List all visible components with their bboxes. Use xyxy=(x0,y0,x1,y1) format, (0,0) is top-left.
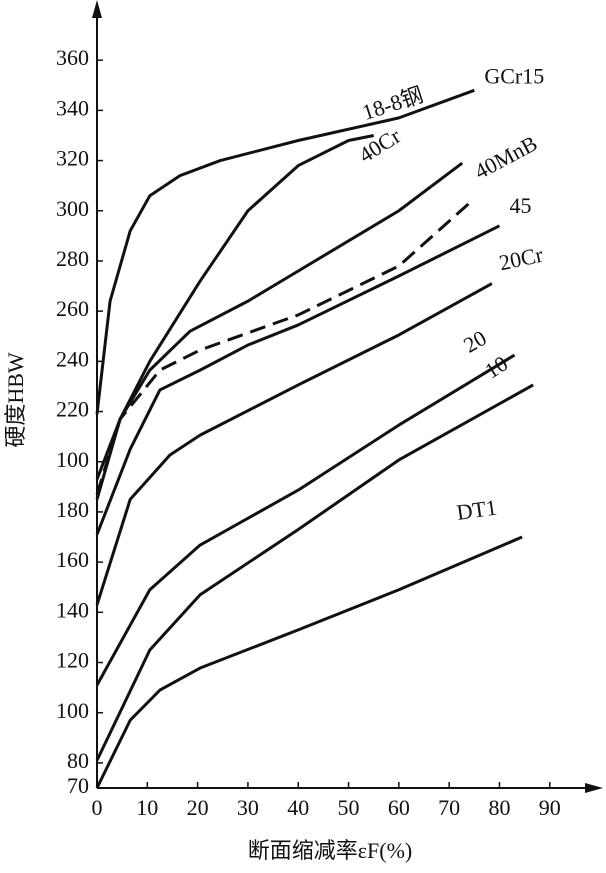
line xyxy=(95,133,374,500)
series-label: 10 xyxy=(480,351,512,384)
y-tick-label: 300 xyxy=(56,196,89,221)
y-tick-label: 260 xyxy=(56,296,89,321)
series-label: GCr15 xyxy=(484,63,544,88)
y-tick-label: 140 xyxy=(56,597,89,622)
y-tick-label: 160 xyxy=(56,547,89,572)
series-label: DT1 xyxy=(455,495,498,525)
series-label: 45 xyxy=(509,193,531,218)
x-tick-label: 10 xyxy=(136,795,158,820)
x-tick-label: 80 xyxy=(488,795,510,820)
y-tick-label: 80 xyxy=(67,748,89,773)
line xyxy=(95,383,534,762)
y-tick-label: 280 xyxy=(56,246,89,271)
y-tick-label: 120 xyxy=(56,648,89,673)
x-tick-label: 40 xyxy=(287,795,309,820)
line xyxy=(95,224,501,536)
y-tick-label: 180 xyxy=(56,497,89,522)
x-tick-label: 50 xyxy=(338,795,360,820)
x-tick-label: 30 xyxy=(237,795,259,820)
y-tick-label: 360 xyxy=(56,45,89,70)
y-axis-arrow xyxy=(92,0,102,18)
x-tick-label: 20 xyxy=(187,795,209,820)
y-tick-label: 220 xyxy=(56,397,89,422)
x-axis-title: 断面缩减率εF(%) xyxy=(248,838,412,863)
x-tick-label: 70 xyxy=(438,795,460,820)
x-tick-label: 0 xyxy=(92,795,103,820)
y-tick-label: 100 xyxy=(56,447,89,472)
y-tick-label: 100 xyxy=(56,698,89,723)
x-tick-label: 60 xyxy=(388,795,410,820)
line xyxy=(95,353,516,686)
series-label: 20 xyxy=(459,325,491,358)
x-axis-arrow xyxy=(585,783,603,793)
x-tick-label: 90 xyxy=(539,795,561,820)
y-tick-label: 340 xyxy=(56,95,89,120)
series-label: 40Cr xyxy=(354,123,405,168)
line xyxy=(95,88,475,415)
y-tick-label: 320 xyxy=(56,146,89,171)
series-label: 40MnB xyxy=(470,130,541,184)
series-label: 20Cr xyxy=(497,242,546,276)
y-axis-title: 硬度HBW xyxy=(3,352,28,448)
y-tick-label: 70 xyxy=(67,773,89,798)
line xyxy=(95,161,464,480)
line xyxy=(95,282,493,606)
y-tick-label: 240 xyxy=(56,346,89,371)
line xyxy=(95,535,523,789)
line xyxy=(95,202,471,495)
